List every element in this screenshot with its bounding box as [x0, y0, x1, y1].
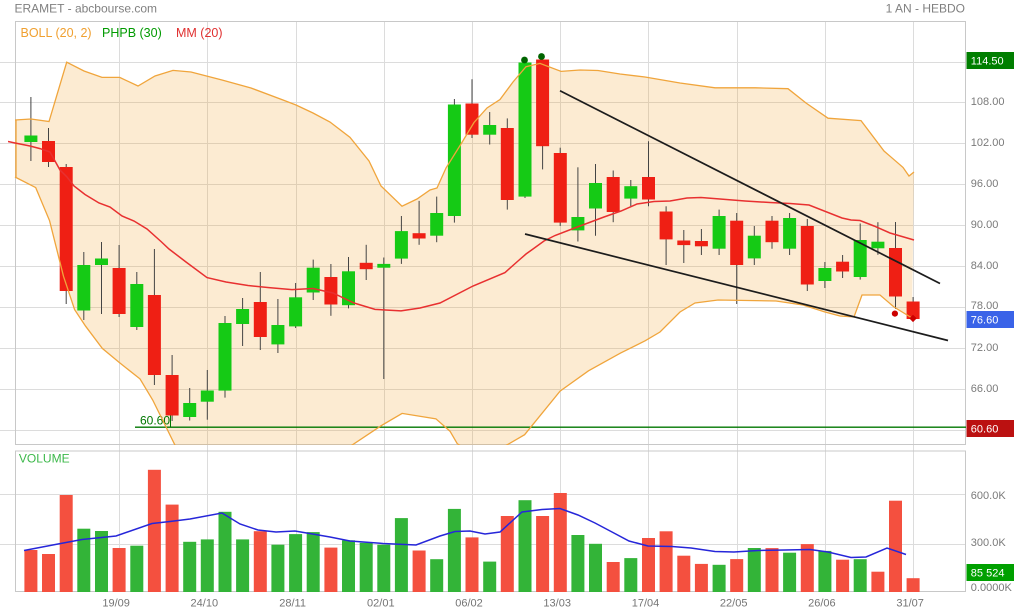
svg-text:BOLL (20, 2): BOLL (20, 2): [21, 26, 92, 40]
svg-text:19/09: 19/09: [102, 598, 130, 610]
svg-text:85 524: 85 524: [971, 568, 1005, 580]
svg-text:90.00: 90.00: [971, 219, 999, 231]
svg-text:1 AN - HEBDO: 1 AN - HEBDO: [886, 2, 965, 16]
svg-text:300.0K: 300.0K: [971, 537, 1007, 549]
svg-text:96.00: 96.00: [971, 178, 999, 190]
svg-text:28/11: 28/11: [279, 598, 306, 610]
svg-text:ERAMET - abcbourse.com: ERAMET - abcbourse.com: [15, 2, 158, 16]
svg-text:31/07: 31/07: [896, 598, 924, 610]
svg-text:60.60: 60.60: [140, 414, 170, 428]
svg-text:0.0000K: 0.0000K: [971, 582, 1013, 594]
svg-text:06/02: 06/02: [455, 598, 483, 610]
svg-text:72.00: 72.00: [971, 342, 999, 354]
svg-text:MM (20): MM (20): [176, 26, 223, 40]
svg-text:76.60: 76.60: [971, 315, 999, 327]
svg-text:PHPB (30): PHPB (30): [102, 26, 162, 40]
svg-text:60.60: 60.60: [971, 424, 999, 436]
svg-text:84.00: 84.00: [971, 260, 999, 272]
svg-text:102.00: 102.00: [971, 137, 1005, 149]
svg-text:02/01: 02/01: [367, 598, 395, 610]
svg-text:108.00: 108.00: [971, 96, 1005, 108]
svg-text:22/05: 22/05: [720, 598, 748, 610]
svg-text:17/04: 17/04: [632, 598, 660, 610]
svg-text:24/10: 24/10: [191, 598, 219, 610]
svg-text:600.0K: 600.0K: [971, 490, 1007, 502]
svg-text:13/03: 13/03: [543, 598, 571, 610]
svg-text:114.50: 114.50: [971, 56, 1004, 68]
svg-text:78.00: 78.00: [971, 300, 999, 312]
svg-text:VOLUME: VOLUME: [19, 452, 70, 466]
svg-text:26/06: 26/06: [808, 598, 836, 610]
svg-text:66.00: 66.00: [971, 383, 999, 395]
